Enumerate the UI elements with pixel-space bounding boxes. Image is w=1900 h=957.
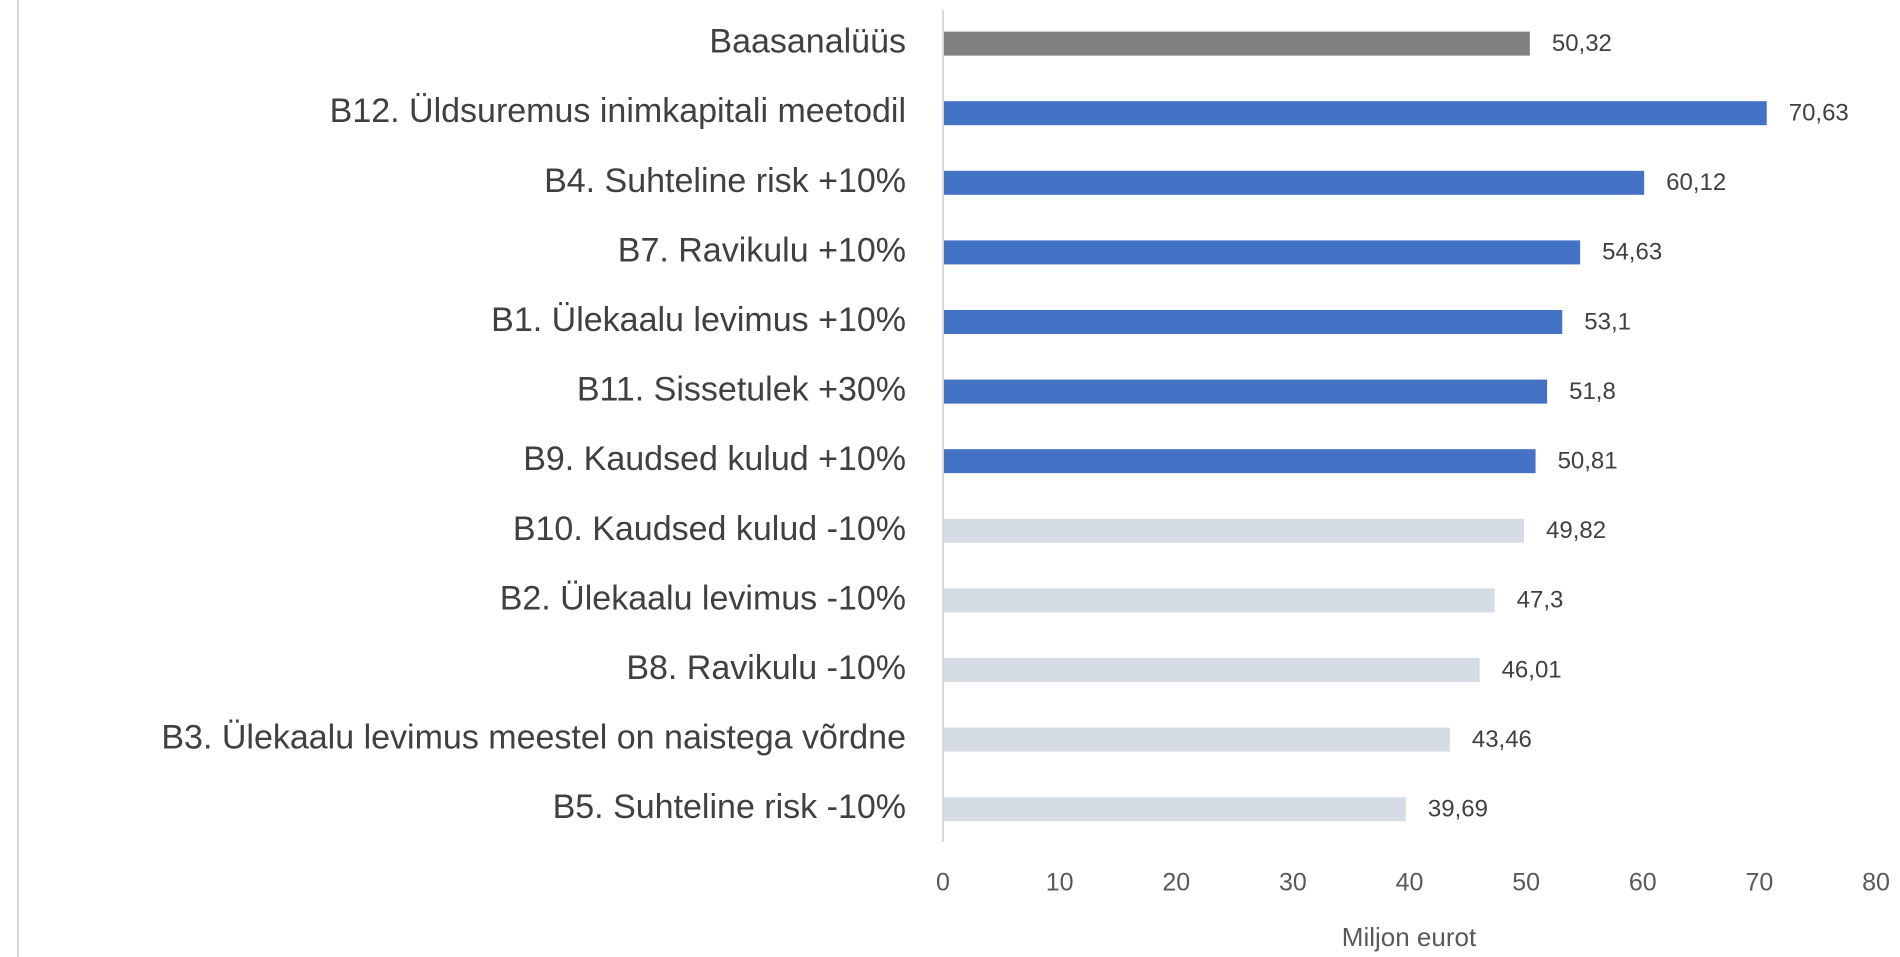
value-label: 39,69 bbox=[1428, 796, 1488, 823]
x-tick-label: 20 bbox=[1162, 869, 1190, 897]
bar bbox=[943, 449, 1536, 474]
value-label: 49,82 bbox=[1546, 517, 1606, 544]
x-tick-label: 30 bbox=[1279, 869, 1307, 897]
category-label: B2. Ülekaalu levimus -10% bbox=[500, 579, 906, 617]
category-label: B10. Kaudsed kulud -10% bbox=[513, 510, 906, 548]
x-tick-label: 0 bbox=[936, 869, 950, 897]
bar bbox=[943, 310, 1563, 334]
bar bbox=[943, 240, 1581, 265]
category-label: B5. Suhteline risk -10% bbox=[553, 788, 906, 826]
category-label: B9. Kaudsed kulud +10% bbox=[523, 440, 906, 478]
bar bbox=[943, 379, 1548, 404]
value-label: 53,1 bbox=[1584, 308, 1631, 335]
category-label: B12. Üldsuremus inimkapitali meetodil bbox=[330, 92, 906, 130]
category-label: B8. Ravikulu -10% bbox=[626, 649, 906, 687]
category-label: B11. Sissetulek +30% bbox=[577, 371, 906, 409]
bar bbox=[943, 727, 1450, 752]
value-label: 60,12 bbox=[1666, 169, 1726, 196]
value-label: 47,3 bbox=[1517, 587, 1564, 614]
category-label: B3. Ülekaalu levimus meestel on naistega… bbox=[161, 719, 906, 757]
x-tick-label: 60 bbox=[1629, 869, 1657, 897]
bar bbox=[943, 170, 1645, 195]
category-label: B1. Ülekaalu levimus +10% bbox=[491, 301, 906, 339]
value-label: 51,8 bbox=[1569, 378, 1616, 405]
value-label: 54,63 bbox=[1602, 239, 1662, 266]
category-label: B4. Suhteline risk +10% bbox=[544, 162, 906, 200]
category-label: Baasanalüüs bbox=[709, 23, 906, 61]
x-tick-label: 40 bbox=[1396, 869, 1424, 897]
bar bbox=[943, 588, 1495, 613]
value-label: 50,81 bbox=[1558, 448, 1618, 475]
x-tick-label: 50 bbox=[1512, 869, 1540, 897]
x-tick-label: 80 bbox=[1862, 869, 1890, 897]
x-tick-label: 10 bbox=[1046, 869, 1074, 897]
value-label: 46,01 bbox=[1502, 656, 1562, 683]
value-label: 43,46 bbox=[1472, 726, 1532, 753]
category-label: B7. Ravikulu +10% bbox=[618, 231, 906, 269]
bar bbox=[943, 658, 1480, 682]
bar bbox=[943, 797, 1406, 822]
value-label: 50,32 bbox=[1552, 30, 1612, 57]
bar bbox=[943, 518, 1525, 543]
bar bbox=[943, 31, 1530, 56]
bar bbox=[943, 101, 1767, 126]
value-label: 70,63 bbox=[1789, 100, 1849, 127]
x-tick-label: 70 bbox=[1745, 869, 1773, 897]
x-axis-label: Miljon eurot bbox=[1342, 922, 1477, 952]
